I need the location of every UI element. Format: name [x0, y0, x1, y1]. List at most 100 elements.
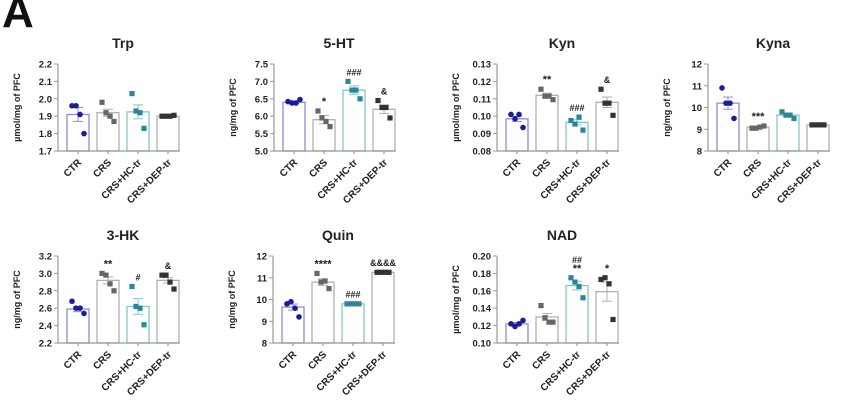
- y-tick-label: 0.10: [473, 112, 492, 123]
- data-point: [386, 269, 392, 275]
- data-point: [520, 124, 526, 131]
- y-tick-label: 1.8: [39, 129, 52, 140]
- x-tick-label: CTR: [62, 349, 85, 372]
- data-point: [546, 93, 552, 99]
- data-point: [318, 279, 324, 285]
- data-point: [77, 111, 83, 118]
- y-tick-label: 1.7: [39, 147, 52, 158]
- y-tick-label: 12: [256, 252, 267, 263]
- y-tick-label: 0.09: [473, 129, 492, 140]
- chart-title: NAD: [547, 227, 577, 243]
- y-axis-label: ng/mg of PFC: [228, 78, 238, 137]
- data-point: [163, 272, 169, 278]
- y-tick-label: 5.5: [255, 129, 269, 140]
- data-point: [327, 124, 333, 130]
- data-point: [99, 99, 105, 105]
- data-point: [344, 301, 350, 307]
- significance-label: &: [165, 261, 172, 271]
- data-point: [516, 111, 522, 118]
- data-point: [129, 283, 135, 290]
- chart-title: 3-HK: [107, 227, 140, 243]
- x-tick-label: CTR: [278, 157, 301, 180]
- y-axis-label: ng/mg of PFC: [227, 270, 237, 329]
- x-tick-label: CRS: [306, 349, 329, 372]
- data-point: [77, 305, 83, 312]
- y-tick-label: 10: [256, 295, 267, 306]
- data-point: [568, 275, 574, 281]
- y-axis-label: µmol/mg of PFC: [451, 265, 461, 334]
- data-point: [508, 321, 514, 327]
- y-tick-label: 2.2: [39, 60, 52, 71]
- significance-label: &&&&: [370, 258, 396, 268]
- data-point: [817, 122, 823, 128]
- data-point: [73, 102, 79, 109]
- y-axis-label: ng/mg of PFC: [12, 270, 22, 329]
- data-point: [137, 110, 143, 116]
- x-tick-label: CTR: [501, 349, 524, 372]
- data-point: [723, 100, 729, 106]
- data-point: [779, 109, 785, 115]
- data-point: [348, 301, 354, 307]
- y-axis-label: µmol/mg of PFC: [12, 73, 22, 142]
- significance-label: *: [605, 263, 610, 275]
- data-point: [99, 270, 105, 276]
- y-tick-label: 6.5: [255, 94, 269, 105]
- significance-label: **: [104, 258, 113, 270]
- y-tick-label: 8: [262, 339, 267, 350]
- chart-title: Kyna: [756, 35, 790, 51]
- significance-label: **: [543, 74, 552, 86]
- y-tick-label: 3.0: [39, 269, 52, 280]
- y-axis-label: µmol/mg of PFC: [451, 73, 461, 142]
- data-point: [576, 114, 582, 120]
- data-point: [319, 115, 325, 121]
- data-point: [163, 113, 169, 119]
- data-point: [749, 125, 755, 131]
- data-point: [69, 298, 75, 305]
- data-point: [546, 319, 552, 325]
- data-point: [137, 305, 143, 311]
- x-tick-label: CRS: [91, 349, 114, 372]
- data-point: [378, 269, 384, 275]
- y-tick-label: 0.08: [473, 147, 492, 158]
- significance-label: ##: [572, 255, 582, 265]
- data-point: [107, 281, 113, 287]
- x-tick-label: CTR: [501, 157, 524, 180]
- chart-title: Trp: [112, 35, 134, 51]
- y-tick-label: 0.10: [473, 339, 492, 350]
- y-tick-label: 0.12: [473, 321, 492, 332]
- data-point: [349, 87, 355, 93]
- y-tick-label: 2.4: [39, 321, 53, 332]
- bar-CTR: [282, 101, 306, 152]
- data-point: [538, 302, 544, 309]
- y-tick-label: 8: [697, 147, 702, 158]
- y-tick-label: 2.8: [39, 286, 52, 297]
- data-point: [761, 123, 767, 129]
- data-point: [323, 118, 329, 125]
- x-tick-label: CRS: [307, 157, 330, 180]
- data-point: [508, 111, 514, 118]
- data-point: [314, 270, 320, 276]
- data-point: [111, 118, 117, 125]
- data-point: [141, 125, 147, 131]
- chart-title: Kyn: [549, 35, 575, 51]
- data-point: [757, 124, 763, 130]
- y-tick-label: 0.13: [473, 60, 492, 71]
- data-point: [606, 100, 612, 106]
- data-point: [787, 112, 793, 118]
- y-tick-label: 1.9: [39, 112, 52, 123]
- data-point: [610, 112, 616, 118]
- y-tick-label: 9: [697, 125, 702, 136]
- data-point: [753, 125, 759, 131]
- y-tick-label: 7.5: [255, 60, 269, 71]
- data-point: [568, 117, 574, 124]
- data-point: [727, 100, 733, 106]
- data-point: [387, 115, 393, 121]
- data-point: [791, 115, 797, 121]
- x-tick-label: CTR: [712, 157, 735, 180]
- data-point: [73, 305, 79, 312]
- data-point: [133, 108, 139, 114]
